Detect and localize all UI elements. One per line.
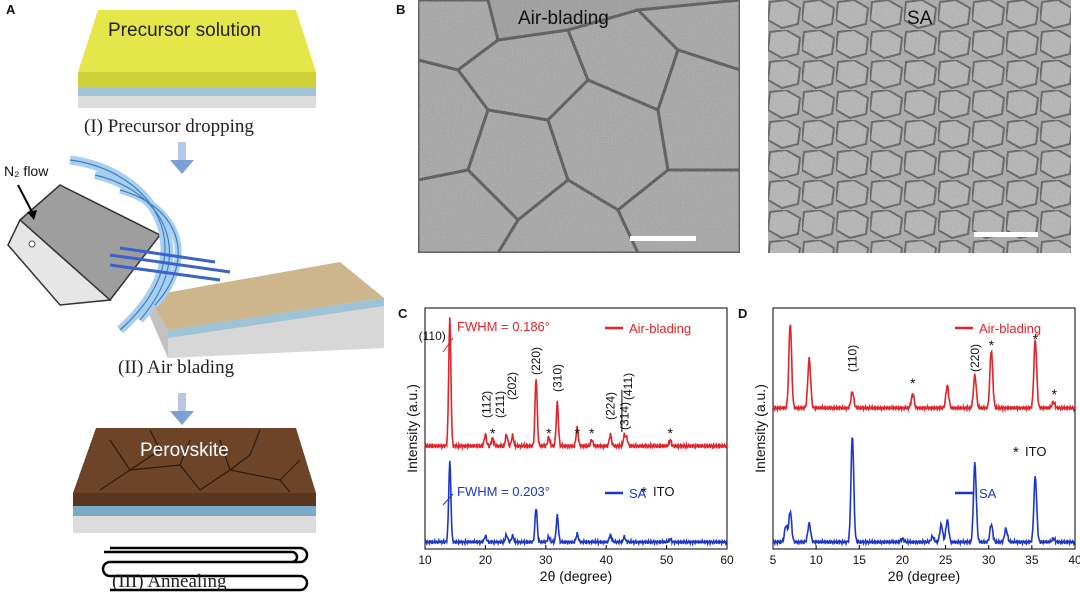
legend-label: Air-blading: [629, 321, 691, 336]
scale-bar-right: [974, 232, 1038, 237]
peak-label: (224): [603, 392, 617, 420]
x-tick-label: 15: [853, 553, 867, 567]
x-tick-label: 60: [720, 553, 734, 567]
x-axis-label: 2θ (degree): [888, 568, 960, 584]
ito-label: ITO: [1025, 444, 1046, 459]
x-tick-label: 20: [479, 553, 493, 567]
peak-label: (411): [621, 373, 635, 400]
ito-star: *: [641, 484, 647, 501]
ito-peak-star: *: [910, 375, 916, 391]
scale-bar-left: [630, 236, 696, 241]
series-line-sa: [772, 437, 1076, 547]
peak-label: (202): [505, 372, 519, 400]
sem-image-sa: [768, 0, 1071, 253]
legend-label: SA: [979, 486, 997, 501]
fwhm-pointer-bottom: [442, 493, 454, 506]
y-axis-label: Intensity (a.u.): [752, 384, 768, 473]
perovskite-label: Perovskite: [140, 440, 229, 461]
process-arrow-1: [170, 142, 194, 174]
ito-peak-star: *: [1052, 386, 1058, 402]
x-tick-label: 30: [982, 553, 996, 567]
ito-peak-star: *: [546, 425, 552, 441]
precursor-substrate: [78, 10, 316, 108]
panel-d-letter: D: [738, 306, 748, 321]
legend-label: Air-blading: [979, 321, 1041, 336]
x-tick-label: 5: [770, 553, 777, 567]
ito-peak-star: *: [574, 425, 580, 441]
x-tick-label: 20: [896, 553, 910, 567]
sem-title-sa: SA: [907, 8, 933, 29]
process-schematic: [7, 10, 384, 592]
peak-label: (310): [550, 364, 564, 392]
peak-label: (112): [480, 391, 494, 418]
air-knife-illustration: [7, 155, 384, 358]
sem-grain-texture: [418, 0, 740, 253]
ito-label: ITO: [653, 484, 674, 499]
peak-label: (220): [529, 347, 543, 375]
series-line-sa: [424, 460, 728, 547]
ito-peak-star: *: [490, 425, 496, 441]
plot-frame: [772, 307, 1076, 550]
fwhm-annotation-bottom: FWHM = 0.203°: [457, 484, 550, 499]
x-tick-label: 10: [809, 553, 823, 567]
y-axis-label: Intensity (a.u.): [404, 384, 420, 473]
x-tick-label: 50: [660, 553, 674, 567]
perovskite-substrate: [73, 428, 316, 533]
panel-a-letter: A: [6, 2, 16, 17]
step-1-label: (I) Precursor dropping: [84, 116, 254, 137]
x-tick-label: 35: [1025, 553, 1039, 567]
ito-star: *: [1013, 444, 1019, 461]
xrd-chart-c: 10 20 30 40 50 60 2θ (degree) Intensity (a.u.) A…: [404, 307, 734, 584]
series-line-air-blading: [424, 317, 728, 452]
x-axis-label: 2θ (degree): [540, 568, 612, 584]
x-tick-label: 25: [939, 553, 953, 567]
step-2-label: (II) Air blading: [118, 357, 235, 378]
x-tick-label: 40: [1068, 553, 1080, 567]
plot-frame: [424, 307, 728, 550]
panel-c-letter: C: [398, 306, 408, 321]
peak-label: (110): [845, 345, 859, 372]
x-tick-label: 30: [539, 553, 553, 567]
peak-label: (220): [968, 344, 982, 372]
panel-b-letter: B: [396, 2, 406, 17]
precursor-solution-label: Precursor solution: [108, 20, 262, 41]
heater-coil-icon: [101, 546, 309, 592]
ito-peak-star: *: [589, 425, 595, 441]
step-3-label: (III) Annealing: [112, 571, 227, 592]
process-arrow-2: [170, 393, 194, 425]
sem-title-air-blading: Air-blading: [518, 8, 609, 29]
sem-grain-texture-sa: [768, 0, 1071, 253]
sem-image-air-blading: [418, 0, 740, 253]
x-tick-label: 40: [600, 553, 614, 567]
ito-peak-star: *: [989, 337, 995, 353]
ito-peak-star: *: [1033, 331, 1039, 347]
fwhm-pointer-top: [442, 337, 454, 353]
peak-label: (211): [493, 391, 507, 418]
x-tick-label: 10: [418, 553, 432, 567]
peak-label: (110): [419, 329, 446, 343]
n2-flow-label: N₂ flow: [4, 163, 49, 179]
xrd-chart-d: 5 10 15 20 25 30 35 40 2θ (degree) Intensity (a.u…: [752, 307, 1080, 584]
peak-label: (314): [617, 402, 631, 430]
fwhm-annotation-top: FWHM = 0.186°: [457, 319, 550, 334]
ito-peak-star: *: [667, 425, 673, 441]
legend-label: SA: [629, 486, 647, 501]
series-line-air-blading: [772, 324, 1076, 413]
